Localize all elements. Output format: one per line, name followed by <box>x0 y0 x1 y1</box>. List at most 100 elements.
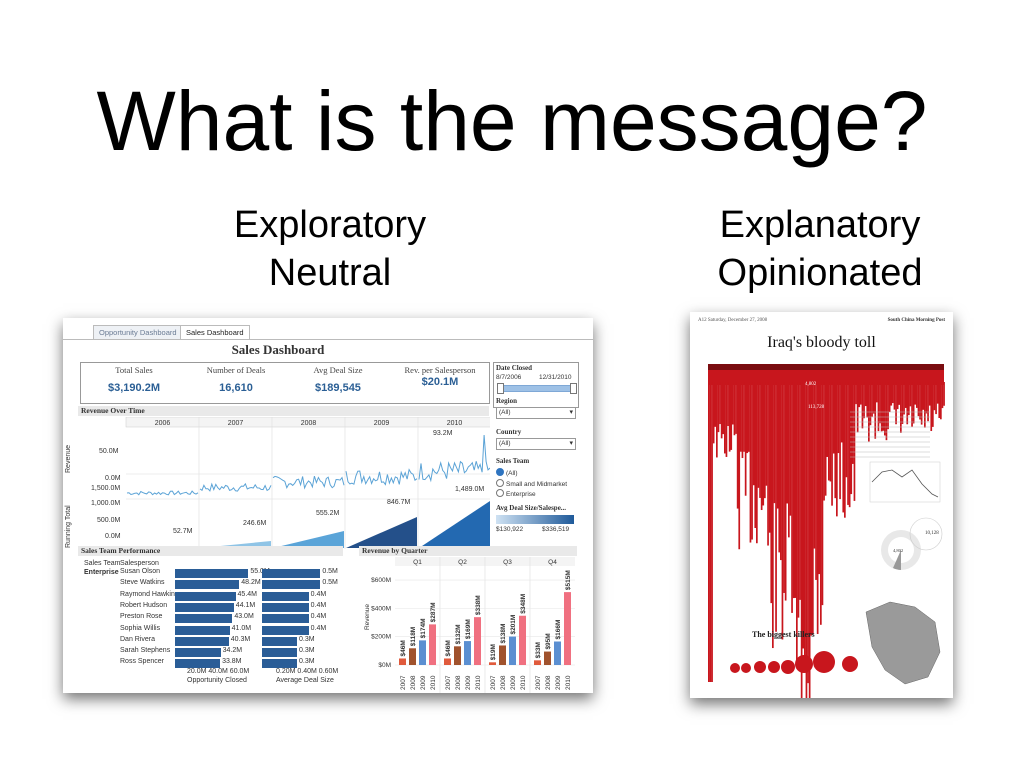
casualty-column <box>863 382 865 419</box>
casualty-column <box>736 382 739 509</box>
running-total-area-2010 <box>419 501 490 548</box>
casualty-column <box>708 382 710 682</box>
sales-team-option-enterprise[interactable]: Enterprise <box>496 489 536 498</box>
bar-value-label: $95M <box>545 633 552 649</box>
casualty-column <box>812 382 814 635</box>
year-label: 2010 <box>447 420 463 427</box>
bar-year-label: 2008 <box>410 675 417 690</box>
revenue-line-2007 <box>199 482 272 492</box>
casualty-column <box>844 382 846 518</box>
casualty-column <box>941 382 944 409</box>
opportunity-bar <box>175 625 230 635</box>
year-label: 2008 <box>301 420 317 427</box>
casualty-column <box>767 382 769 546</box>
casualty-column <box>898 382 901 405</box>
casualty-column <box>912 382 915 424</box>
revenue-by-quarter-chart: Q1 Q2 Q3 Q4 $600M $400M $200M $0M Revenue $46M 200… <box>364 557 575 693</box>
region-label: Region <box>496 397 517 405</box>
casualty-column <box>764 382 766 499</box>
bar-value-label: $33M <box>535 642 542 658</box>
casualty-column <box>826 382 829 457</box>
casualty-column <box>756 382 758 544</box>
quarter-bar <box>409 648 416 665</box>
bar-value-label: $169M <box>465 619 472 639</box>
casualty-top-band <box>708 367 944 385</box>
casualty-column <box>920 382 923 425</box>
country-label: Country <box>496 428 522 436</box>
revenue-tick-50: 50.0M <box>99 448 119 455</box>
kpi-value: $3,190.2M <box>108 382 160 394</box>
quarter-bar <box>519 615 526 665</box>
casualty-column <box>714 382 717 427</box>
casualty-column <box>799 382 801 600</box>
kpi-value: $20.1M <box>421 376 459 388</box>
date-slider-handle-start[interactable] <box>497 383 504 394</box>
bar-year-label: 2008 <box>455 675 462 690</box>
salesperson-name: Sophia Willis <box>120 624 161 632</box>
kpi-label: Total Sales <box>115 365 153 375</box>
casualty-column <box>858 382 861 408</box>
casualty-column <box>832 382 835 454</box>
bar-year-label: 2009 <box>465 675 472 690</box>
casualty-column <box>856 382 859 433</box>
poster-header-left: A12 Saturday, December 27, 2008 <box>698 318 768 323</box>
tab-opportunity-dashboard[interactable]: Opportunity Dashboard <box>93 325 183 340</box>
opportunity-value: 40.3M <box>230 635 251 643</box>
opportunity-bar <box>175 659 221 669</box>
bar-year-label: 2008 <box>500 675 507 690</box>
casualty-column <box>900 382 902 433</box>
casualty-column <box>904 382 907 408</box>
casualty-column <box>748 382 750 452</box>
revenue-tick-0: 0.0M <box>105 475 121 482</box>
casualty-column <box>719 382 721 425</box>
opportunity-bar <box>175 580 240 590</box>
quarter-bar <box>554 641 561 665</box>
running-total-area-2008 <box>273 531 344 548</box>
deal-size-bar <box>262 602 309 612</box>
salesperson-name: Raymond Hawkins <box>120 590 179 598</box>
kpi-box: Total Sales $3,190.2M Number of Deals 16… <box>80 362 490 404</box>
killer-bubble <box>842 656 858 672</box>
casualty-column <box>864 382 867 407</box>
opportunity-value: 45.4M <box>237 590 257 598</box>
country-select[interactable]: (All) <box>496 438 576 450</box>
casualty-column <box>871 382 873 417</box>
poster-annot-1: 4,802 <box>805 382 817 387</box>
left-caption-line2: Neutral <box>268 252 392 294</box>
casualty-column <box>928 382 931 406</box>
mini-chart-frame <box>869 461 941 503</box>
year-label: 2006 <box>155 420 171 427</box>
casualty-column <box>848 382 851 508</box>
casualty-column <box>775 382 777 632</box>
casualty-column <box>743 382 745 452</box>
casualty-column <box>751 382 753 540</box>
running-tick-0: 0.0M <box>105 533 121 540</box>
mini-chart-line <box>871 469 939 498</box>
bar-year-label: 2007 <box>490 675 497 690</box>
salesperson-name: Ross Spencer <box>120 658 164 666</box>
casualty-column <box>773 382 776 504</box>
casualty-column <box>869 382 872 426</box>
casualty-column <box>738 382 741 550</box>
date-range-slider[interactable] <box>499 385 575 392</box>
sales-team-option-all[interactable]: (All) <box>496 468 518 477</box>
deal-size-value: 0.5M <box>322 579 338 587</box>
casualty-column <box>791 382 793 613</box>
tab-sales-dashboard[interactable]: Sales Dashboard <box>180 325 250 340</box>
sales-dashboard-image: Opportunity Dashboard Sales Dashboard Sa… <box>63 318 593 693</box>
opportunity-bar <box>175 602 234 612</box>
sales-team-option-smb[interactable]: Small and Midmarket <box>496 479 567 488</box>
year-header-bar <box>125 417 490 428</box>
deal-size-bar <box>262 580 321 590</box>
date-slider-handle-end[interactable] <box>570 383 577 394</box>
casualty-column <box>861 382 864 429</box>
casualty-column <box>927 382 929 422</box>
casualty-column <box>876 382 878 403</box>
revenue-peak-label: 93.2M <box>433 430 453 437</box>
casualty-column <box>935 382 937 415</box>
quarter-bar <box>499 645 506 665</box>
opportunity-value: 43.0M <box>234 613 254 621</box>
casualty-column <box>882 382 885 431</box>
bar-year-label: 2007 <box>445 675 452 690</box>
region-select[interactable]: (All) <box>496 407 576 419</box>
